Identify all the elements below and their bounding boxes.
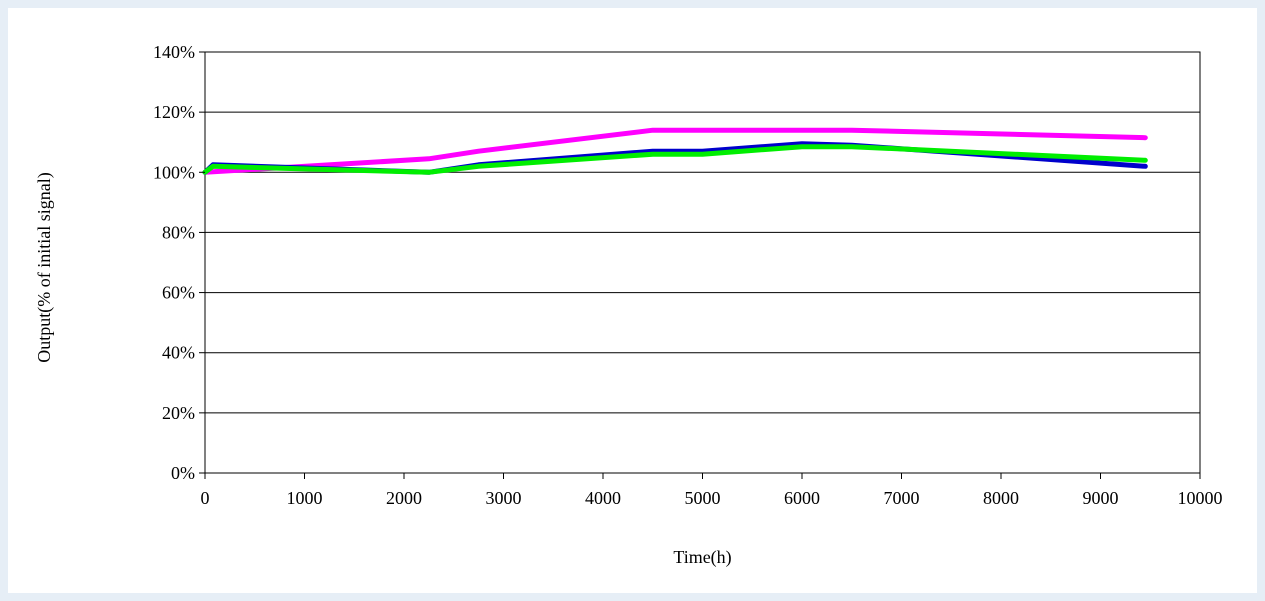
x-tick-label: 4000 (585, 488, 621, 508)
y-tick-label: 120% (153, 102, 195, 122)
y-tick-label: 80% (162, 222, 195, 242)
y-tick-label: 100% (153, 162, 195, 182)
x-tick-label: 0 (201, 488, 210, 508)
x-tick-label: 3000 (486, 488, 522, 508)
x-axis-title: Time(h) (673, 547, 731, 568)
plot-area (204, 51, 1201, 474)
x-tick-label: 8000 (983, 488, 1019, 508)
series-line-1 (202, 127, 1148, 175)
x-tick-label: 2000 (386, 488, 422, 508)
y-tick-label: 140% (153, 42, 195, 62)
y-tick-label: 60% (162, 283, 195, 303)
x-tick-label: 7000 (884, 488, 920, 508)
y-tick-label: 40% (162, 343, 195, 363)
series-line-3 (202, 144, 1148, 175)
line-chart: 0 1000 2000 3000 4000 5000 6000 7000 8000 9000 100… (34, 42, 1223, 568)
series-layer (202, 127, 1148, 175)
x-tick-label: 5000 (685, 488, 721, 508)
y-axis-title: Output(% of initial signal) (34, 172, 55, 362)
y-tick-label: 0% (171, 463, 195, 483)
y-axis: 0% 20% 40% 60% 80% 100% 120% 140% (153, 42, 205, 483)
x-tick-label: 10000 (1178, 488, 1223, 508)
x-tick-label: 9000 (1083, 488, 1119, 508)
x-tick-label: 6000 (784, 488, 820, 508)
chart-panel: 0 1000 2000 3000 4000 5000 6000 7000 8000 9000 100… (8, 8, 1257, 593)
y-tick-label: 20% (162, 403, 195, 423)
x-tick-label: 1000 (287, 488, 323, 508)
x-axis: 0 1000 2000 3000 4000 5000 6000 7000 8000 9000 100… (201, 473, 1223, 508)
